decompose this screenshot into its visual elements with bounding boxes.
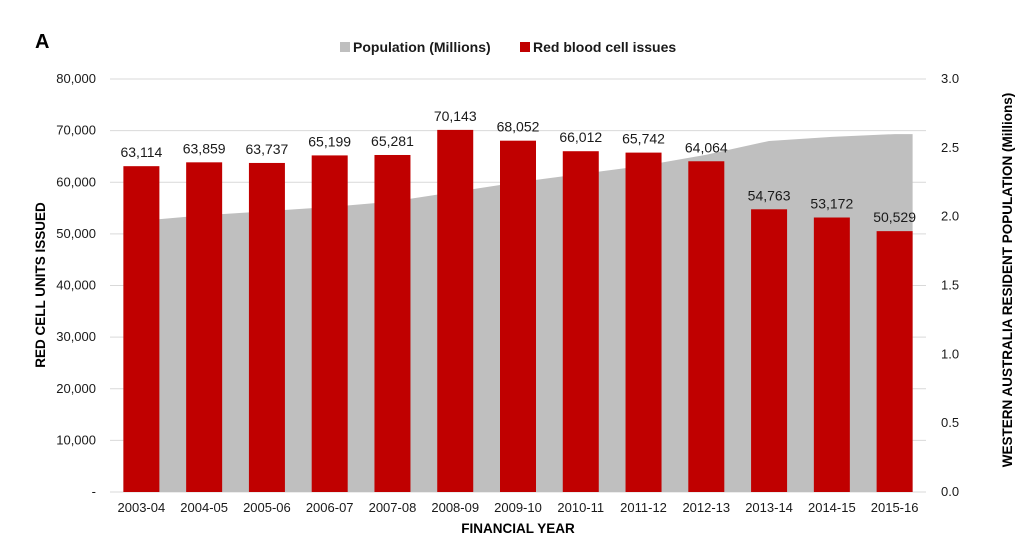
bar-data-label: 50,529	[873, 209, 916, 225]
y2-tick-label: 1.5	[941, 278, 959, 293]
bar-data-label: 63,859	[183, 140, 226, 156]
bar-data-label: 53,172	[810, 195, 853, 211]
x-axis-title: FINANCIAL YEAR	[461, 521, 575, 536]
bar	[751, 209, 788, 492]
bar	[437, 129, 474, 492]
x-tick-label: 2013-14	[745, 500, 793, 515]
y-tick-label: 10,000	[56, 432, 96, 447]
x-tick-label: 2012-13	[682, 500, 730, 515]
x-tick-label: 2005-06	[243, 500, 291, 515]
legend-swatch-population	[340, 42, 350, 52]
legend-swatch-red-cells	[520, 42, 530, 52]
y-axis-title: RED CELL UNITS ISSUED	[33, 202, 48, 368]
bar-data-label: 65,199	[308, 133, 351, 149]
bar	[813, 217, 850, 492]
bar-data-label: 63,114	[120, 144, 162, 160]
bar	[500, 140, 536, 492]
x-axis-ticks: 2003-04 2004-05 2005-06 2006-07 2007-08 2008-…	[118, 500, 919, 515]
bar	[248, 162, 285, 492]
y-tick-label: 60,000	[56, 174, 96, 189]
y-tick-label: -	[92, 484, 96, 499]
y2-tick-label: 2.5	[941, 140, 959, 155]
red-cell-bar-series	[123, 129, 913, 493]
bar-data-label: 63,737	[246, 141, 289, 157]
bar	[562, 151, 599, 492]
x-tick-label: 2015-16	[871, 500, 919, 515]
bar	[311, 155, 348, 492]
y-tick-label: 50,000	[56, 226, 96, 241]
bar	[876, 231, 913, 492]
x-tick-label: 2006-07	[306, 500, 354, 515]
x-tick-label: 2014-15	[808, 500, 856, 515]
bar	[688, 161, 725, 493]
bar-data-label: 65,742	[622, 131, 665, 147]
y2-tick-label: 0.0	[941, 484, 959, 499]
y2-tick-label: 3.0	[941, 71, 959, 86]
bar	[374, 154, 411, 493]
bar-data-label: 64,064	[685, 139, 728, 155]
bar-data-label: 68,052	[497, 119, 540, 135]
bar-data-label: 54,763	[748, 187, 791, 203]
x-tick-label: 2009-10	[494, 500, 542, 515]
legend: Population (Millions) Red blood cell iss…	[340, 39, 676, 55]
bar	[123, 166, 160, 492]
bar	[186, 162, 223, 492]
bar-data-label: 66,012	[559, 129, 602, 145]
y2-tick-label: 1.0	[941, 346, 959, 361]
y-tick-label: 40,000	[56, 278, 96, 293]
bar-data-label: 65,281	[371, 133, 414, 149]
bar	[625, 152, 662, 492]
x-tick-label: 2004-05	[180, 500, 228, 515]
y-tick-label: 70,000	[56, 123, 96, 138]
y-axis-right-ticks: 0.0 0.5 1.0 1.5 2.0 2.5 3.0	[941, 71, 959, 499]
bar-data-labels: 63,114 63,859 63,737 65,199 65,281 70,143 68,0…	[120, 108, 916, 225]
y-axis-left-ticks: - 10,000 20,000 30,000 40,000 50,000 60,000 70,…	[56, 71, 96, 499]
x-tick-label: 2007-08	[369, 500, 417, 515]
bar-data-label: 70,143	[434, 108, 477, 124]
y-tick-label: 20,000	[56, 381, 96, 396]
x-tick-label: 2008-09	[431, 500, 479, 515]
y2-axis-title: WESTERN AUSTRALIA RESIDENT POPULATION (M…	[1000, 93, 1015, 468]
y2-tick-label: 2.0	[941, 209, 959, 224]
x-tick-label: 2011-12	[620, 500, 667, 515]
panel-label: A	[35, 31, 49, 53]
y-tick-label: 80,000	[56, 71, 96, 86]
y2-tick-label: 0.5	[941, 415, 959, 430]
y-tick-label: 30,000	[56, 329, 96, 344]
legend-label-red-cells: Red blood cell issues	[533, 39, 676, 55]
legend-label-population: Population (Millions)	[353, 39, 491, 55]
x-tick-label: 2010-11	[557, 500, 604, 515]
x-tick-label: 2003-04	[118, 500, 166, 515]
